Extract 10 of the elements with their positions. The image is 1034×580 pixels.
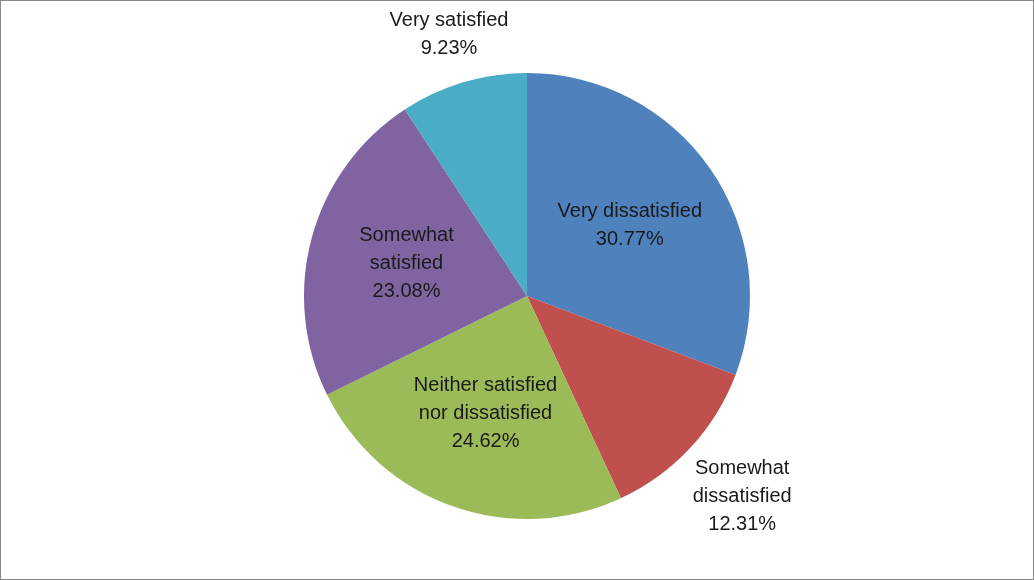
slice-label: Very dissatisfied [557,198,703,221]
data-label: 24.62% [451,429,520,452]
slice-label: Somewhat satisfied [359,222,455,273]
data-label: 9.23% [420,36,478,59]
data-label: 12.31% [708,511,777,534]
slice-label: Neither satisfied nor dissatisfied [413,373,558,424]
data-label: 23.08% [372,278,441,301]
slice-label: Very satisfied [389,8,509,31]
slice-label: Somewhat dissatisfied [692,455,792,506]
data-label: 30.77% [595,226,664,249]
